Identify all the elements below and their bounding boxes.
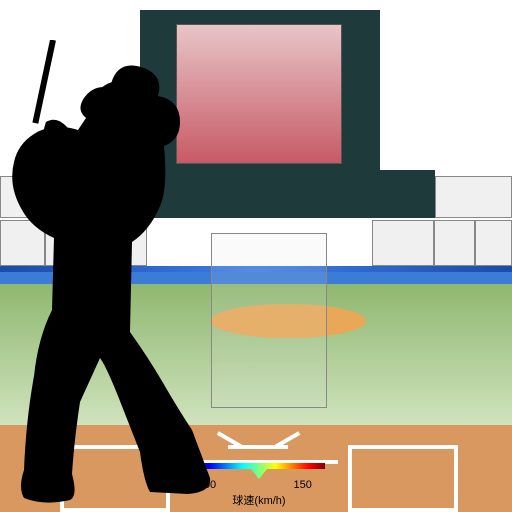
batter-silhouette — [0, 40, 220, 510]
stand-section — [434, 220, 475, 266]
legend-title: 球速(km/h) — [232, 492, 285, 508]
batter-box-right — [348, 445, 458, 512]
stand-section — [372, 220, 434, 266]
legend-tick-max: 150 — [293, 479, 311, 491]
stand-section — [475, 220, 512, 266]
strike-zone — [211, 233, 327, 408]
stand-section — [435, 176, 512, 218]
